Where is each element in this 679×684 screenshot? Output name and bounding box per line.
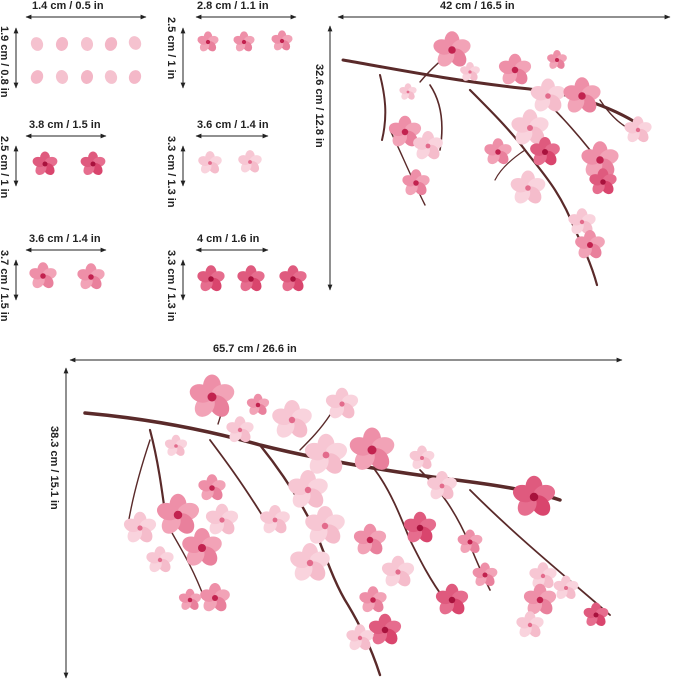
set6-flowers [195,265,309,294]
set2-flowers [196,30,294,54]
set1-width-label: 1.4 cm / 0.5 in [32,0,104,12]
set5-flowers [27,262,107,292]
set4-flowers [196,150,264,176]
large-width-label: 65.7 cm / 26.6 in [213,343,297,355]
set5-width-label: 3.6 cm / 1.4 in [29,233,101,245]
set1-petals [30,36,142,84]
set1-height-label: 1.9 cm / 0.8 in [0,26,10,98]
set6-width-label: 4 cm / 1.6 in [197,233,260,245]
dimension-lines [13,14,671,679]
medium-branch-flowers [387,31,654,261]
set2-width-label: 2.8 cm / 1.1 in [197,0,269,12]
large-branch-flowers [122,374,610,653]
set5-height-label: 3.7 cm / 1.5 in [0,250,10,322]
large-height-label: 38.3 cm / 15.1 in [48,426,60,510]
medium-width-label: 42 cm / 16.5 in [440,0,515,12]
set6-height-label: 3.3 cm / 1.3 in [165,250,177,322]
set3-width-label: 3.8 cm / 1.5 in [29,119,101,131]
set4-width-label: 3.6 cm / 1.4 in [197,119,269,131]
set3-height-label: 2.5 cm / 1 in [0,136,10,199]
set2-height-label: 2.5 cm / 1 in [165,17,177,80]
set3-flowers [31,151,107,178]
medium-height-label: 32.6 cm / 12.8 in [313,64,325,148]
set4-height-label: 3.3 cm / 1.3 in [165,136,177,208]
